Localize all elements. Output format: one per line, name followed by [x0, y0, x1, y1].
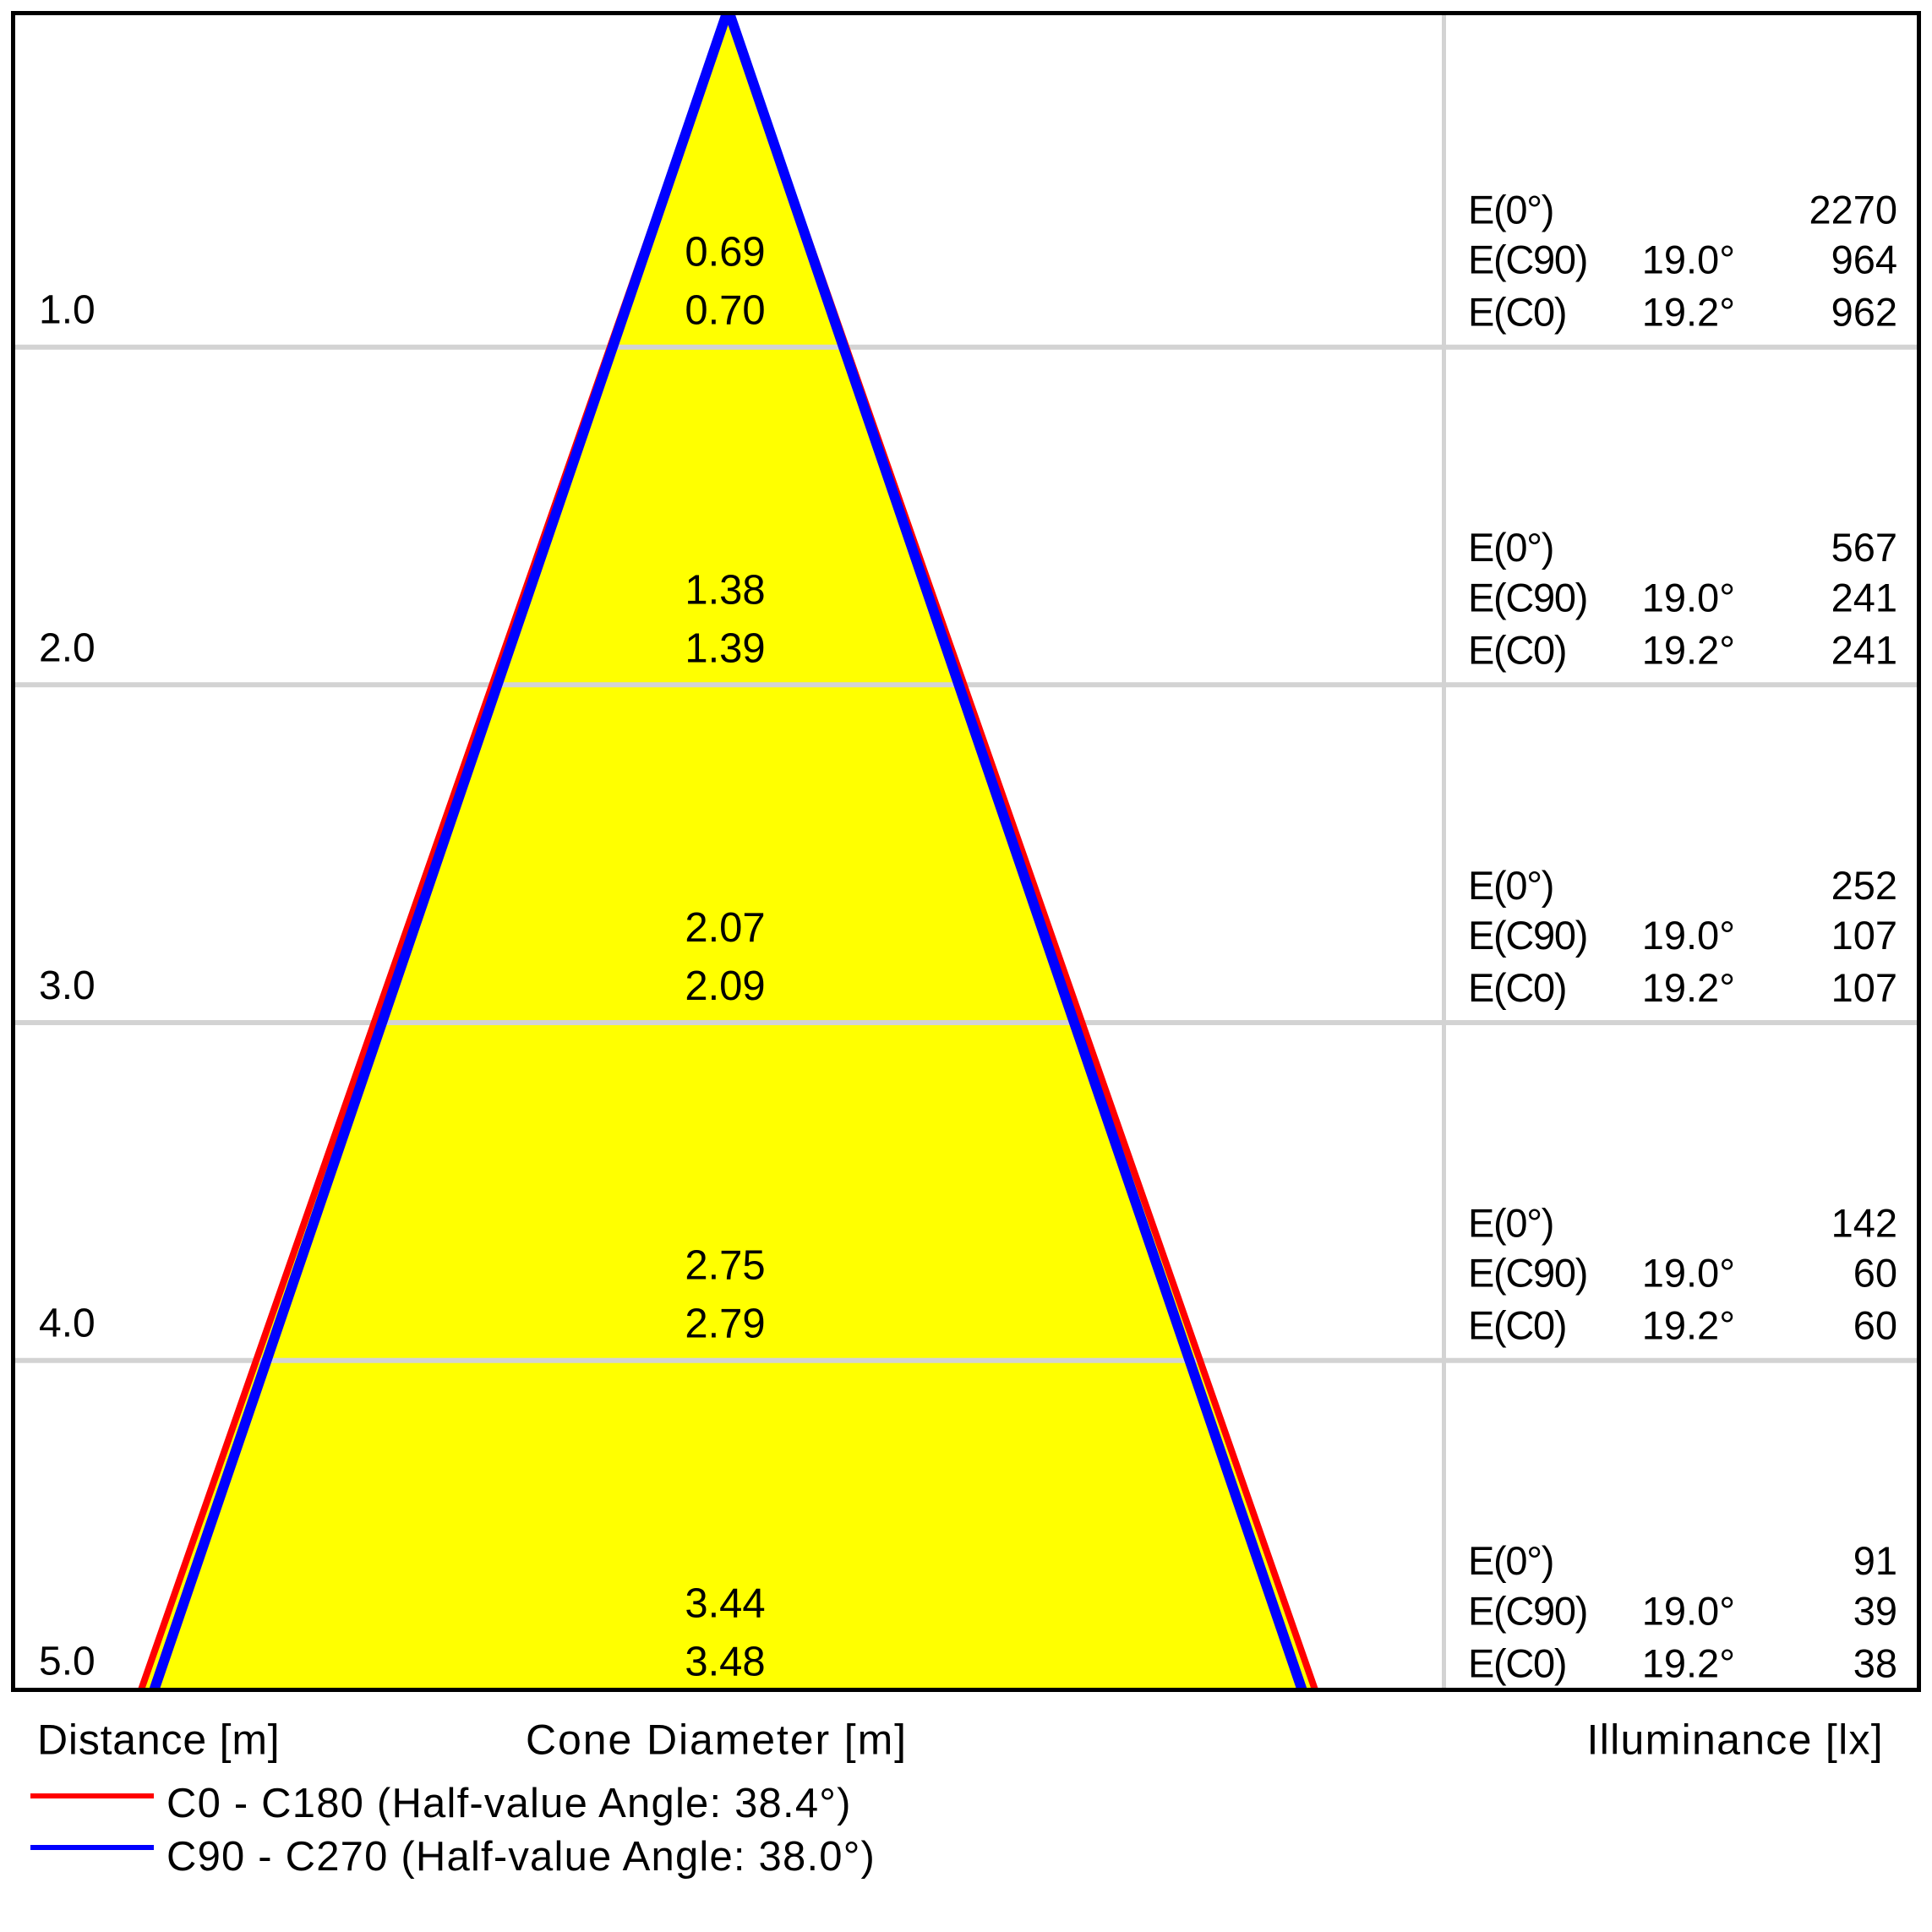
- svg-text:19.2°: 19.2°: [1642, 1640, 1735, 1685]
- svg-text:2.07: 2.07: [685, 905, 765, 951]
- svg-text:241: 241: [1831, 627, 1897, 672]
- svg-text:E(C90): E(C90): [1468, 1251, 1587, 1296]
- svg-text:3.0: 3.0: [39, 963, 96, 1008]
- svg-text:19.2°: 19.2°: [1642, 627, 1735, 672]
- svg-text:567: 567: [1831, 525, 1897, 570]
- svg-text:E(C90): E(C90): [1468, 575, 1587, 619]
- svg-text:E(C90): E(C90): [1468, 237, 1587, 282]
- svg-text:E(0°): E(0°): [1468, 863, 1553, 908]
- svg-text:1.39: 1.39: [685, 625, 765, 671]
- svg-text:E(C90): E(C90): [1468, 913, 1587, 958]
- svg-text:60: 60: [1853, 1303, 1897, 1348]
- svg-text:962: 962: [1831, 290, 1897, 335]
- svg-text:Cone Diameter [m]: Cone Diameter [m]: [526, 1716, 908, 1764]
- svg-text:19.2°: 19.2°: [1642, 965, 1735, 1010]
- svg-text:2.0: 2.0: [39, 625, 96, 670]
- svg-text:2.75: 2.75: [685, 1243, 765, 1289]
- svg-text:1.38: 1.38: [685, 567, 765, 613]
- svg-text:19.2°: 19.2°: [1642, 290, 1735, 335]
- svg-text:0.69: 0.69: [685, 230, 765, 276]
- svg-text:2270: 2270: [1809, 188, 1897, 232]
- svg-text:E(0°): E(0°): [1468, 1538, 1553, 1583]
- svg-text:E(C0): E(C0): [1468, 1640, 1566, 1685]
- svg-text:E(0°): E(0°): [1468, 188, 1553, 232]
- svg-text:252: 252: [1831, 863, 1897, 908]
- svg-text:5.0: 5.0: [39, 1639, 96, 1684]
- svg-text:39: 39: [1853, 1588, 1897, 1633]
- svg-text:1.0: 1.0: [39, 288, 96, 333]
- svg-text:91: 91: [1853, 1538, 1897, 1583]
- svg-text:964: 964: [1831, 237, 1897, 282]
- svg-text:E(C90): E(C90): [1468, 1588, 1587, 1633]
- svg-text:2.79: 2.79: [685, 1302, 765, 1347]
- svg-text:19.0°: 19.0°: [1642, 1251, 1735, 1296]
- svg-text:19.0°: 19.0°: [1642, 237, 1735, 282]
- svg-text:E(C0): E(C0): [1468, 290, 1566, 335]
- svg-text:38: 38: [1853, 1640, 1897, 1685]
- svg-text:E(C0): E(C0): [1468, 627, 1566, 672]
- svg-text:C0 - C180 (Half-value Angle: 3: C0 - C180 (Half-value Angle: 38.4°): [166, 1781, 852, 1826]
- svg-text:19.0°: 19.0°: [1642, 1588, 1735, 1633]
- svg-text:241: 241: [1831, 575, 1897, 619]
- svg-text:E(0°): E(0°): [1468, 1201, 1553, 1246]
- svg-text:Distance [m]: Distance [m]: [37, 1716, 280, 1764]
- svg-text:4.0: 4.0: [39, 1302, 96, 1346]
- svg-text:19.0°: 19.0°: [1642, 913, 1735, 958]
- svg-text:142: 142: [1831, 1201, 1897, 1246]
- svg-text:0.70: 0.70: [685, 288, 765, 334]
- svg-text:Illuminance [lx]: Illuminance [lx]: [1587, 1716, 1885, 1764]
- svg-text:2.09: 2.09: [685, 963, 765, 1009]
- svg-text:107: 107: [1831, 965, 1897, 1010]
- svg-text:E(0°): E(0°): [1468, 525, 1553, 570]
- svg-text:60: 60: [1853, 1251, 1897, 1296]
- svg-text:3.44: 3.44: [685, 1580, 765, 1626]
- svg-text:107: 107: [1831, 913, 1897, 958]
- svg-text:E(C0): E(C0): [1468, 1303, 1566, 1348]
- svg-text:E(C0): E(C0): [1468, 965, 1566, 1010]
- svg-text:C90 - C270 (Half-value Angle:: C90 - C270 (Half-value Angle: 38.0°): [166, 1834, 876, 1880]
- svg-text:19.0°: 19.0°: [1642, 575, 1735, 619]
- svg-text:19.2°: 19.2°: [1642, 1303, 1735, 1348]
- svg-text:3.48: 3.48: [685, 1639, 765, 1684]
